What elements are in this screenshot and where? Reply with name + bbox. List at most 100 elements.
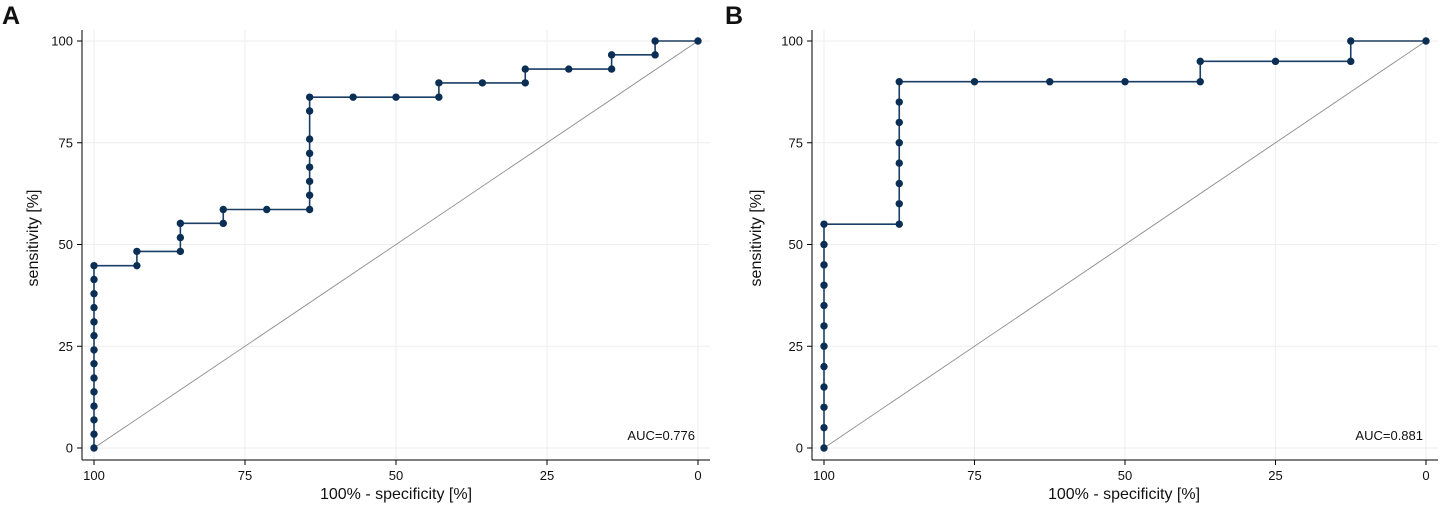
roc-point: [895, 200, 903, 208]
roc-point: [305, 177, 314, 186]
panel-b: B sensitivity [%] 100% - specificity [%]…: [725, 2, 1438, 503]
x-axis-title-b: 100% - specificity [%]: [1048, 486, 1200, 503]
roc-point: [176, 219, 185, 228]
x-tick-label: 50: [1118, 468, 1132, 483]
roc-point: [820, 240, 828, 249]
roc-point: [305, 107, 314, 115]
reference-diagonal: [93, 40, 699, 449]
roc-point: [435, 93, 443, 101]
roc-point: [1347, 37, 1355, 45]
roc-point: [90, 331, 98, 340]
roc-point: [349, 93, 357, 101]
y-tick-label: 25: [59, 339, 73, 354]
y-tick-label: 75: [789, 135, 803, 150]
x-tick-label: 25: [1268, 468, 1282, 483]
y-axis-title-b: sensitivity [%]: [748, 190, 765, 287]
roc-point: [565, 65, 573, 73]
roc-point: [435, 79, 443, 87]
roc-point: [895, 159, 903, 167]
roc-point: [1196, 78, 1204, 86]
roc-point: [1046, 78, 1054, 86]
roc-point: [1347, 57, 1355, 66]
y-tick-label: 100: [781, 34, 803, 49]
roc-point: [970, 78, 979, 86]
panel-a: A sensitivity [%] 100% - specificity [%]…: [2, 2, 710, 503]
roc-point: [1422, 37, 1430, 45]
roc-point: [1196, 57, 1204, 66]
roc-point: [820, 362, 828, 371]
roc-point: [305, 191, 314, 199]
y-tick-label: 75: [59, 135, 73, 150]
roc-point: [895, 118, 903, 127]
roc-point: [895, 179, 903, 188]
roc-point: [305, 93, 314, 101]
roc-point: [820, 261, 828, 269]
x-tick-label: 0: [694, 468, 701, 483]
roc-point: [305, 135, 314, 143]
roc-point: [478, 79, 487, 87]
roc-point: [90, 275, 98, 284]
roc-point: [820, 342, 828, 350]
roc-point: [895, 220, 903, 228]
roc-point: [90, 360, 98, 368]
roc-point: [820, 220, 828, 228]
x-tick-label: 75: [967, 468, 981, 483]
roc-point: [820, 403, 828, 411]
y-tick-label: 100: [51, 34, 73, 49]
roc-point: [90, 374, 98, 382]
x-axis-title-a: 100% - specificity [%]: [320, 486, 472, 503]
roc-point: [90, 303, 98, 312]
reference-diagonal: [823, 40, 1427, 449]
auc-label-b: AUC=0.881: [1355, 428, 1423, 443]
y-tick-label: 50: [789, 237, 803, 252]
roc-point: [651, 51, 659, 59]
roc-point: [90, 290, 98, 298]
roc-point: [90, 430, 98, 438]
y-tick-label: 0: [66, 441, 73, 456]
roc-point: [263, 205, 271, 214]
roc-point: [1121, 78, 1129, 86]
roc-point: [820, 322, 828, 330]
roc-point: [820, 281, 828, 289]
x-tick-label: 50: [389, 468, 403, 483]
roc-point: [90, 402, 98, 410]
roc-point: [1271, 57, 1280, 66]
x-tick-label: 100: [83, 468, 105, 483]
panel-label-a: A: [2, 2, 20, 30]
y-tick-label: 0: [796, 441, 803, 456]
x-tick-label: 75: [238, 468, 252, 483]
roc-point: [895, 139, 903, 147]
roc-point: [694, 37, 702, 45]
roc-point: [305, 163, 314, 171]
roc-point: [90, 388, 98, 396]
roc-point: [895, 98, 903, 106]
roc-point: [90, 318, 98, 326]
roc-point: [90, 261, 98, 270]
x-tick-label: 100: [813, 468, 835, 483]
roc-point: [820, 423, 828, 432]
roc-point: [607, 51, 616, 59]
y-axis-title-a: sensitivity [%]: [25, 190, 42, 287]
roc-point: [607, 65, 616, 73]
roc-point: [133, 247, 141, 256]
roc-point: [305, 149, 314, 158]
roc-point: [895, 78, 903, 86]
roc-point: [820, 444, 828, 452]
roc-point: [305, 205, 314, 214]
roc-point: [820, 301, 828, 310]
x-tick-label: 25: [540, 468, 554, 483]
roc-point: [820, 383, 828, 391]
roc-point: [90, 416, 98, 424]
roc-point: [651, 37, 659, 45]
roc-point: [521, 65, 529, 73]
roc-point: [133, 261, 141, 270]
x-tick-label: 0: [1422, 468, 1429, 483]
roc-point: [521, 79, 529, 87]
roc-point: [176, 247, 185, 256]
roc-point: [392, 93, 400, 101]
roc-point: [219, 219, 227, 228]
y-tick-label: 25: [789, 339, 803, 354]
roc-point: [219, 205, 227, 214]
panel-label-b: B: [725, 2, 743, 30]
